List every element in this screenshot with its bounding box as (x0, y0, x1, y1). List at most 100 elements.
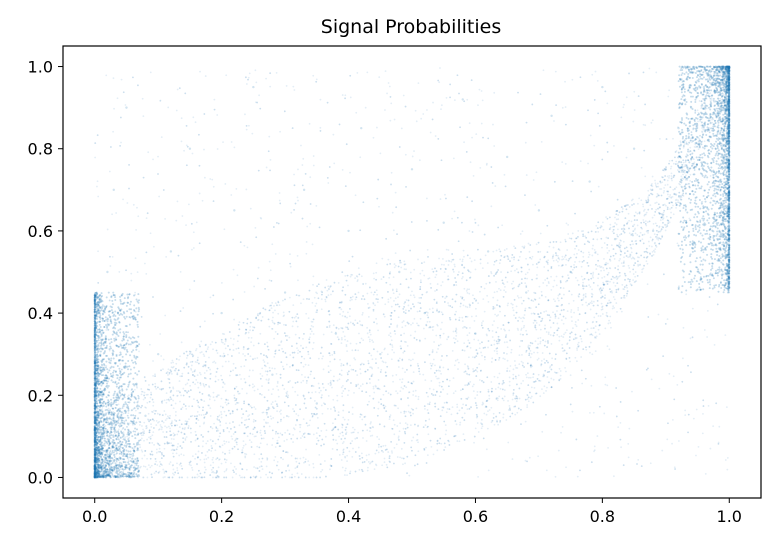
scatter-point (499, 289, 502, 292)
scatter-point (224, 401, 227, 404)
scatter-point (316, 437, 318, 440)
scatter-point (410, 439, 413, 442)
scatter-point (140, 388, 143, 390)
scatter-point (480, 423, 483, 426)
scatter-point (436, 449, 439, 452)
scatter-point (569, 270, 572, 274)
scatter-point (337, 327, 340, 330)
scatter-point (200, 476, 203, 479)
scatter-point (329, 381, 332, 384)
scatter-point (463, 141, 465, 144)
scatter-point (550, 288, 553, 291)
scatter-point (539, 328, 542, 331)
scatter-point (97, 425, 100, 428)
scatter-point (224, 340, 227, 343)
scatter-point (684, 165, 686, 168)
scatter-point (273, 355, 276, 358)
scatter-point (107, 431, 109, 434)
scatter-point (296, 254, 299, 257)
scatter-point (555, 254, 558, 257)
scatter-point (481, 425, 484, 428)
scatter-point (705, 107, 708, 110)
scatter-point (312, 275, 315, 278)
scatter-point (208, 398, 211, 401)
scatter-point (341, 392, 344, 395)
scatter-point (266, 362, 269, 365)
scatter-point (493, 307, 496, 309)
scatter-point (344, 326, 347, 329)
scatter-point (130, 272, 133, 275)
scatter-point (403, 340, 406, 343)
scatter-point (281, 365, 284, 368)
scatter-point (251, 383, 254, 386)
scatter-point (172, 438, 175, 441)
scatter-point (420, 117, 423, 120)
scatter-point (464, 384, 467, 387)
scatter-point (493, 291, 496, 294)
scatter-point (182, 387, 185, 390)
scatter-point (477, 104, 479, 107)
scatter-point (444, 446, 447, 449)
scatter-point (466, 365, 469, 367)
scatter-point (328, 326, 331, 328)
scatter-point (664, 229, 667, 232)
scatter-point (482, 298, 485, 300)
scatter-point (636, 256, 639, 259)
scatter-point (403, 332, 406, 335)
scatter-point (300, 373, 303, 376)
scatter-point (564, 162, 567, 165)
scatter-point (537, 209, 541, 212)
scatter-point (376, 293, 379, 296)
scatter-point (168, 372, 171, 375)
scatter-point (178, 426, 181, 428)
scatter-point (510, 351, 513, 354)
scatter-point (701, 140, 703, 143)
scatter-point (727, 65, 729, 68)
scatter-point (410, 168, 414, 171)
scatter-point (106, 228, 109, 231)
scatter-point (426, 248, 429, 251)
scatter-point (607, 322, 610, 325)
scatter-point (706, 92, 708, 95)
scatter-point (341, 314, 344, 317)
scatter-point (654, 202, 657, 204)
scatter-point (171, 366, 174, 369)
scatter-point (604, 263, 607, 266)
scatter-point (584, 235, 587, 238)
scatter-point (246, 435, 249, 438)
scatter-point (405, 299, 408, 301)
scatter-point (483, 310, 486, 313)
scatter-point (657, 313, 660, 316)
scatter-point (346, 316, 348, 319)
scatter-point (238, 424, 241, 427)
scatter-point (345, 345, 348, 348)
scatter-point (665, 215, 668, 218)
scatter-point (402, 351, 405, 354)
scatter-point (241, 468, 243, 470)
scatter-point (637, 263, 640, 266)
scatter-point (309, 373, 312, 376)
scatter-point (618, 233, 621, 236)
scatter-point (555, 284, 558, 287)
scatter-point (684, 161, 687, 164)
scatter-point (125, 466, 128, 469)
scatter-point (515, 366, 517, 369)
scatter-point (341, 442, 344, 445)
scatter-point (479, 342, 481, 345)
scatter-point (312, 283, 314, 286)
scatter-point (275, 372, 278, 375)
scatter-point (268, 135, 271, 138)
scatter-point (577, 309, 580, 311)
scatter-point (348, 315, 351, 318)
scatter-point (107, 435, 109, 438)
scatter-point (658, 206, 661, 209)
scatter-point (600, 269, 602, 272)
scatter-point (650, 121, 653, 124)
scatter-point (701, 131, 704, 134)
scatter-point (135, 229, 138, 231)
scatter-point (272, 311, 274, 314)
scatter-point (472, 174, 475, 177)
scatter-point (426, 311, 429, 314)
scatter-point (292, 441, 294, 443)
scatter-point (553, 120, 555, 122)
